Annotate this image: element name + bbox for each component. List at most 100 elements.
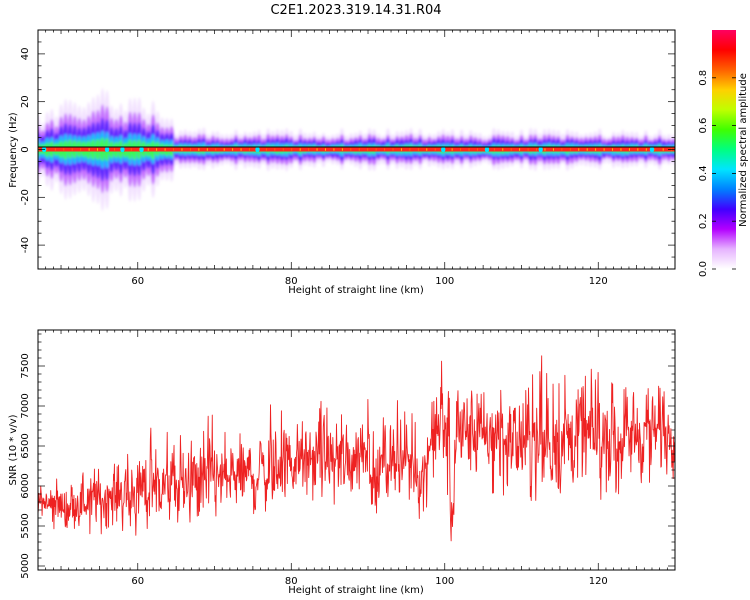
colorbar-label: Normalized spectral amplitude [738, 73, 749, 227]
spectrogram-peak-cell [637, 148, 639, 151]
x-tick-label: 100 [435, 576, 454, 587]
spectrogram-peak-cell [198, 148, 200, 151]
spectrogram-peak-cell [350, 148, 352, 151]
spectrogram-peak-cell [384, 148, 386, 151]
spectrogram-peak-cell [80, 148, 82, 151]
spectrogram-peak-cell [628, 148, 630, 151]
spectrogram-peak-cell [392, 148, 394, 151]
spectrogram-spot [538, 146, 543, 153]
spectrogram-peak-cell [181, 148, 183, 151]
spectrogram-peak-cell [46, 148, 48, 151]
spectrogram-peak-cell [519, 148, 521, 151]
spectrogram-peak-cell [341, 148, 343, 151]
colorbar-gradient [712, 30, 736, 269]
colorbar: 0.0 0.2 0.4 0.6 0.8 Normalized spectral ampl… [698, 30, 749, 277]
spectrogram-x-label: Height of straight line (km) [288, 285, 424, 296]
spectrogram-peak-cell [206, 148, 208, 151]
colorbar-ticks: 0.0 0.2 0.4 0.6 0.8 [698, 70, 736, 277]
y-tick-label: -40 [20, 237, 31, 253]
spectrogram-peak-cell [282, 148, 284, 151]
spectrogram-peak-cell [113, 148, 115, 151]
spectrogram-peak-cell [333, 148, 335, 151]
colorbar-tick-label: 0.2 [698, 213, 709, 229]
snr-y-ticks: 5000 5500 6000 6500 7000 7500 [20, 333, 675, 579]
x-tick-label: 60 [131, 576, 144, 587]
spectrogram-peak-cell [223, 148, 225, 151]
spectrogram-y-ticks: -40 -20 0 20 40 [20, 29, 675, 270]
spectrogram-peak-cell [274, 148, 276, 151]
spectrogram-peak-cell [578, 148, 580, 151]
spectrogram-peak-cell [63, 148, 65, 151]
spectrogram-spot [139, 146, 144, 153]
y-tick-label: 7500 [20, 353, 31, 378]
spectrogram-peak-band [38, 147, 675, 152]
spectrogram-peak-cell [603, 148, 605, 151]
snr-panel: 60 80 100 120 5000 5500 6000 6500 7000 7500 Heig… [8, 329, 676, 596]
spectrogram-peak-cell [460, 148, 462, 151]
y-tick-label: 6000 [20, 473, 31, 498]
y-tick-label: 7000 [20, 393, 31, 418]
y-tick-label: 40 [20, 48, 31, 61]
spectrogram-peak-cell [71, 148, 73, 151]
spectrogram-peak-cell [662, 148, 664, 151]
spectrogram-peak-cell [561, 148, 563, 151]
spectrogram-spot [649, 146, 655, 153]
snr-x-label: Height of straight line (km) [288, 585, 424, 596]
snr-frame [37, 329, 676, 571]
spectrogram-peak-cell [544, 148, 546, 151]
spectrogram-spot [104, 146, 110, 153]
spectrogram-peak-cell [510, 148, 512, 151]
x-tick-label: 80 [285, 276, 298, 287]
x-tick-label: 80 [285, 576, 298, 587]
spectrogram-peak-cell [502, 148, 504, 151]
x-tick-label: 60 [131, 276, 144, 287]
spectrogram-peak-cell [493, 148, 495, 151]
colorbar-tick-label: 0.6 [698, 118, 709, 134]
spectrogram-peak-cell [451, 148, 453, 151]
spectrogram-peak-cell [147, 148, 149, 151]
spectrogram-peak-cell [654, 148, 656, 151]
spectrogram-peak-cell [552, 148, 554, 151]
y-tick-label: 20 [20, 95, 31, 108]
spectrogram-peak-cell [164, 148, 166, 151]
y-tick-label: 6500 [20, 433, 31, 458]
spectrogram-peak-cell [620, 148, 622, 151]
spectrogram-peak-cell [612, 148, 613, 151]
spectrogram-peak-cell [468, 148, 470, 151]
x-tick-label: 120 [589, 276, 608, 287]
spectrogram-peak-cell [156, 148, 158, 151]
spectrogram-peak-cell [308, 148, 310, 151]
spectrogram-peak-cell [54, 148, 56, 151]
x-tick-label: 100 [435, 276, 454, 287]
spectrogram-panel: 60 80 100 120 -40 -20 0 20 40 Height of straigh… [8, 29, 676, 296]
chart-title: C2E1.2023.319.14.31.R04 [270, 3, 441, 18]
y-tick-label: -20 [20, 189, 31, 205]
spectrogram-peak-cell [265, 148, 267, 151]
spectrogram-peak-cell [299, 148, 301, 151]
spectrogram-peak-cell [586, 148, 588, 151]
spectrogram-peak-cell [595, 148, 597, 151]
spectrogram-peak-cell [232, 148, 234, 151]
spectrogram-spot [484, 146, 490, 153]
colorbar-tick-label: 0.0 [698, 261, 709, 277]
spectrogram-peak-cell [476, 148, 478, 151]
colorbar-tick-label: 0.8 [698, 70, 709, 86]
colorbar-tick-label: 0.4 [698, 165, 709, 181]
spectrogram-peak-cell [536, 148, 537, 151]
spectrogram-spot [120, 146, 125, 153]
spectrogram-peak-cell [367, 148, 369, 151]
spectrogram-peak-cell [426, 148, 428, 151]
snr-x-ticks: 60 80 100 120 [37, 330, 676, 587]
spectrogram-peak-cell [240, 148, 242, 151]
spectrogram-peak-cell [291, 148, 293, 151]
spectrogram-spot [441, 146, 446, 153]
spectrogram-peak-cell [88, 148, 90, 151]
spectrogram-peak-cell [325, 148, 326, 151]
y-tick-label: 0 [20, 146, 31, 152]
spectrogram-heat-layer [38, 88, 675, 212]
spectrogram-peak-cell [409, 148, 411, 151]
spectrogram-peak-cell [417, 148, 419, 151]
spectrogram-peak-cell [249, 148, 250, 151]
y-tick-label: 5000 [20, 553, 31, 578]
